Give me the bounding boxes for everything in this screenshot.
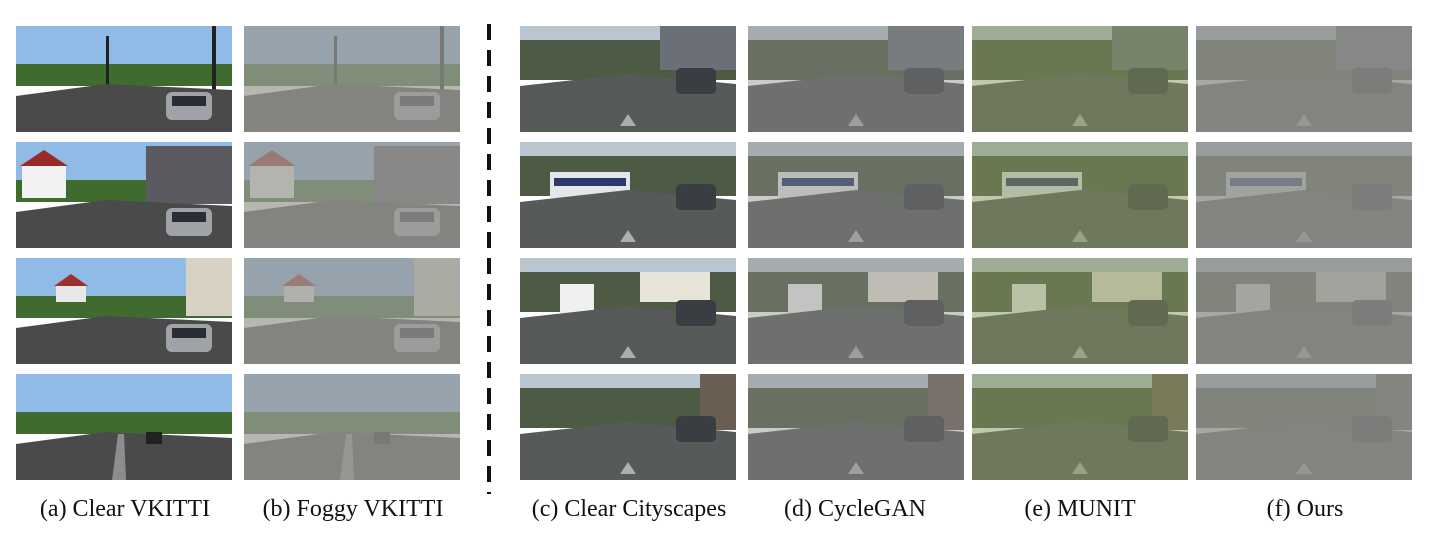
clear-vkitti-image-row-2 [16, 142, 232, 248]
clear-cityscapes-image-row-3 [520, 258, 736, 364]
scene-illustration [748, 374, 964, 480]
caption-clear-cityscapes: (c) Clear Cityscapes [531, 496, 727, 522]
scene-illustration [244, 374, 460, 480]
scene-illustration [972, 142, 1188, 248]
scene-illustration [520, 374, 736, 480]
scene-illustration [972, 26, 1188, 132]
scene-illustration [16, 374, 232, 480]
clear-vkitti-image-row-3 [16, 258, 232, 364]
scene-illustration [972, 258, 1188, 364]
scene-illustration [748, 142, 964, 248]
ours-image-row-1 [1196, 26, 1412, 132]
scene-illustration [1196, 374, 1412, 480]
munit-image-row-1 [972, 26, 1188, 132]
scene-illustration [748, 26, 964, 132]
foggy-vkitti-image-row-1 [244, 26, 460, 132]
foggy-vkitti-image-row-2 [244, 142, 460, 248]
scene-illustration [1196, 26, 1412, 132]
scene-illustration [520, 258, 736, 364]
clear-vkitti-image-row-4 [16, 374, 232, 480]
dashed-divider [487, 24, 491, 494]
clear-vkitti-image-row-1 [16, 26, 232, 132]
caption-cyclegan: (d) CycleGAN [784, 496, 926, 522]
clear-cityscapes-image-row-1 [520, 26, 736, 132]
cyclegan-image-row-1 [748, 26, 964, 132]
scene-illustration [244, 26, 460, 132]
clear-cityscapes-image-row-4 [520, 374, 736, 480]
scene-illustration [16, 258, 232, 364]
scene-illustration [1196, 258, 1412, 364]
clear-cityscapes-image-row-2 [520, 142, 736, 248]
foggy-vkitti-image-row-4 [244, 374, 460, 480]
ours-image-row-4 [1196, 374, 1412, 480]
scene-illustration [748, 258, 964, 364]
cyclegan-image-row-4 [748, 374, 964, 480]
foggy-vkitti-image-row-3 [244, 258, 460, 364]
scene-illustration [520, 26, 736, 132]
caption-clear-vkitti: (a) Clear VKITTI [39, 496, 211, 522]
ours-image-row-3 [1196, 258, 1412, 364]
cyclegan-image-row-3 [748, 258, 964, 364]
munit-image-row-4 [972, 374, 1188, 480]
cyclegan-image-row-2 [748, 142, 964, 248]
scene-illustration [520, 142, 736, 248]
munit-image-row-3 [972, 258, 1188, 364]
scene-illustration [16, 142, 232, 248]
ours-image-row-2 [1196, 142, 1412, 248]
caption-munit: (e) MUNIT [1024, 496, 1136, 522]
caption-foggy-vkitti: (b) Foggy VKITTI [262, 496, 444, 522]
scene-illustration [972, 374, 1188, 480]
scene-illustration [1196, 142, 1412, 248]
caption-ours: (f) Ours [1266, 496, 1344, 522]
scene-illustration [244, 258, 460, 364]
scene-illustration [16, 26, 232, 132]
munit-image-row-2 [972, 142, 1188, 248]
scene-illustration [244, 142, 460, 248]
